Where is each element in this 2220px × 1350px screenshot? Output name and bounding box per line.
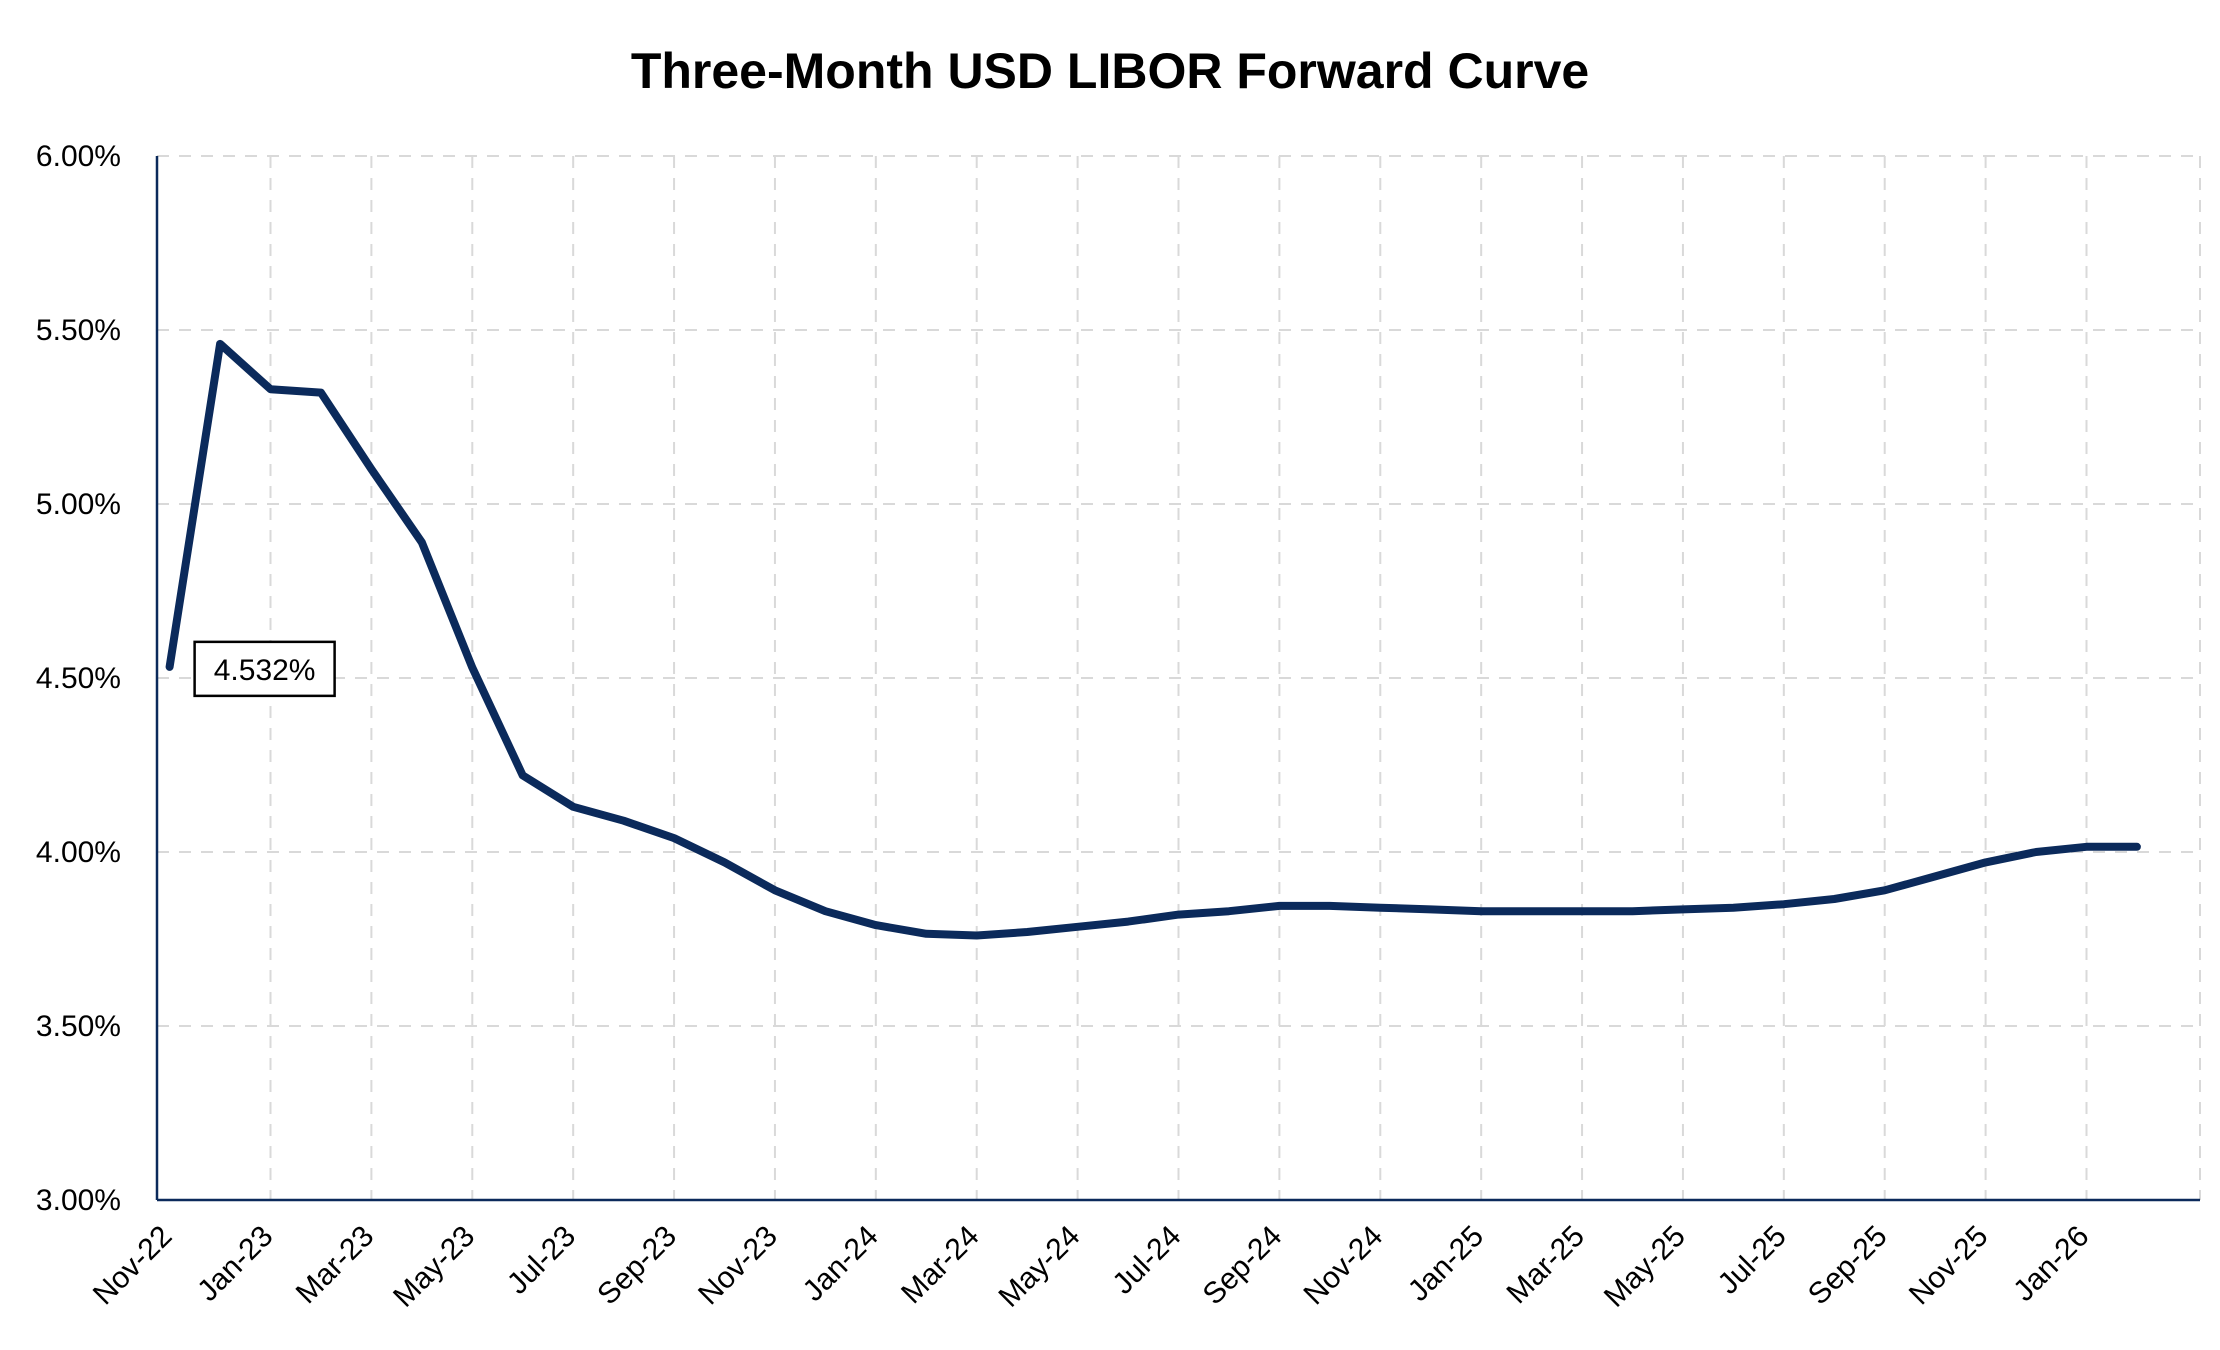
x-tick-label: Jul-24 <box>1106 1220 1187 1301</box>
x-tick-label: May-23 <box>387 1220 481 1314</box>
grid-lines <box>157 155 2201 1200</box>
y-tick-label: 4.50% <box>36 662 121 695</box>
y-tick-label: 5.00% <box>36 488 121 521</box>
annotations: 4.532% <box>193 640 336 698</box>
x-tick-label: Jan-26 <box>2007 1220 2095 1308</box>
y-tick-label: 3.00% <box>36 1184 121 1217</box>
x-tick-labels: Nov-22 Jan-23 Mar-23 May-23 Jul-23 Sep-23 Nov-… <box>87 1220 2096 1314</box>
y-tick-label: 3.50% <box>36 1010 121 1043</box>
y-tick-label: 5.50% <box>36 314 121 347</box>
x-tick-label: Nov-23 <box>692 1220 784 1312</box>
x-tick-label: Jan-24 <box>797 1220 885 1308</box>
y-tick-labels: 3.00% 3.50% 4.00% 4.50% 5.00% 5.50% 6.00% <box>36 140 121 1217</box>
axes <box>155 156 2200 1202</box>
x-tick-label: Sep-25 <box>1802 1220 1894 1312</box>
x-tick-label: May-24 <box>992 1220 1086 1314</box>
x-tick-label: Jul-25 <box>1712 1220 1793 1301</box>
series-line <box>165 339 2141 940</box>
y-tick-label: 4.00% <box>36 836 121 869</box>
chart-title: Three-Month USD LIBOR Forward Curve <box>631 43 1589 99</box>
x-tick-label: Nov-24 <box>1298 1220 1390 1312</box>
x-tick-label: Nov-22 <box>87 1220 179 1312</box>
x-tick-label: Mar-25 <box>1500 1220 1591 1311</box>
x-tick-label: Sep-24 <box>1197 1220 1289 1312</box>
series-lines <box>165 339 2141 940</box>
x-tick-label: May-25 <box>1598 1220 1692 1314</box>
x-tick-label: Jan-23 <box>191 1220 279 1308</box>
x-tick-label: Mar-24 <box>895 1220 986 1311</box>
x-tick-label: Jan-25 <box>1402 1220 1490 1308</box>
x-tick-label: Mar-23 <box>290 1220 381 1311</box>
y-tick-label: 6.00% <box>36 140 121 173</box>
x-tick-label: Sep-23 <box>591 1220 683 1312</box>
x-tick-label: Jul-23 <box>501 1220 582 1301</box>
annotation-label: 4.532% <box>214 654 316 687</box>
x-tick-label: Nov-25 <box>1903 1220 1995 1312</box>
annotation-box <box>193 640 336 698</box>
